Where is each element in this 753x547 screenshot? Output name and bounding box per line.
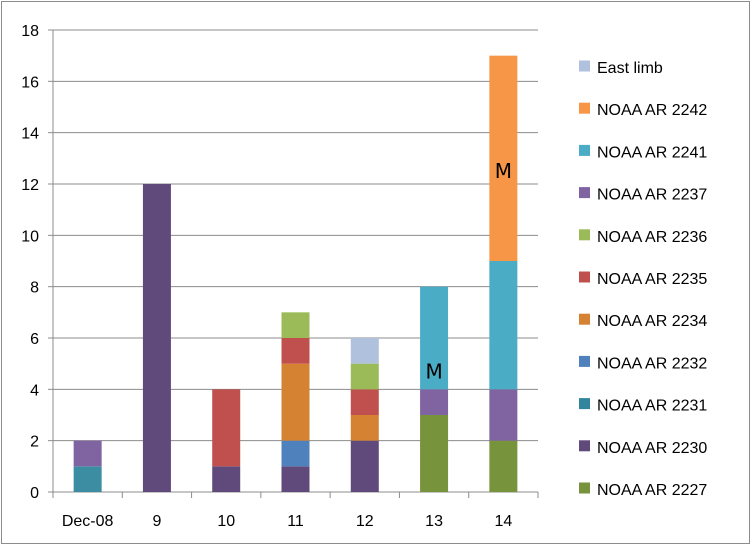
- legend-label: NOAA AR 2236: [597, 229, 707, 246]
- y-tick-label: 10: [21, 228, 39, 245]
- y-tick-label: 6: [30, 331, 39, 348]
- x-tick-label: 10: [217, 513, 235, 530]
- gridlines: [53, 29, 538, 493]
- x-axis: Dec-08 9 10 11 12 13 14: [52, 492, 539, 530]
- bar-segment: [281, 363, 310, 441]
- legend-swatch: [579, 144, 590, 156]
- legend-swatch: [579, 60, 590, 72]
- bar-segment: [420, 389, 449, 415]
- y-tick-label: 14: [21, 126, 39, 143]
- bar-segment: [420, 286, 449, 390]
- bar-segment: [73, 466, 102, 492]
- y-tick-label: 16: [21, 74, 39, 91]
- bar-segment: [489, 389, 518, 441]
- bar-segment: [212, 389, 241, 467]
- x-tick-label: 9: [152, 513, 161, 530]
- bar-segment: [489, 55, 518, 261]
- legend-label: NOAA AR 2230: [597, 440, 707, 457]
- legend-label: NOAA AR 2242: [597, 102, 707, 119]
- y-tick-label: 4: [30, 382, 39, 399]
- legend-swatch: [579, 482, 590, 494]
- y-tick-label: 18: [21, 23, 39, 40]
- flare-annotation: M: [425, 359, 442, 383]
- bar-segment: [350, 440, 379, 492]
- bar-segment: [212, 466, 241, 492]
- bar-segment: [73, 440, 102, 467]
- legend-label: NOAA AR 2235: [597, 271, 707, 288]
- x-tick-label: 13: [425, 513, 443, 530]
- x-tick-label: Dec-08: [62, 513, 114, 530]
- legend: East limb NOAA AR 2242 NOAA AR 2241 NOAA AR…: [579, 60, 707, 499]
- bar-segment: [281, 338, 310, 364]
- x-tick-label: 12: [356, 513, 374, 530]
- legend-swatch: [579, 102, 590, 114]
- y-tick-label: 12: [21, 177, 39, 194]
- bar-segment: [350, 338, 379, 364]
- legend-swatch: [579, 440, 590, 452]
- y-tick-label: 2: [30, 434, 39, 451]
- bar-segment: [350, 363, 379, 390]
- y-tick-label: 8: [30, 280, 39, 297]
- bar-segment: [281, 440, 310, 467]
- legend-swatch: [579, 187, 590, 199]
- y-tick-label: 0: [30, 485, 39, 502]
- legend-label: NOAA AR 2232: [597, 355, 707, 372]
- bar-segment: [281, 312, 310, 338]
- legend-label: NOAA AR 2234: [597, 313, 707, 330]
- bar-segment: [142, 184, 171, 492]
- bar-segment: [350, 389, 379, 415]
- bar-segment: [489, 440, 518, 492]
- y-axis: 0 2 4 6 8 10 12 14 16 18: [21, 23, 54, 502]
- flare-annotation: M: [495, 159, 512, 183]
- legend-label: NOAA AR 2237: [597, 187, 707, 204]
- legend-label: NOAA AR 2227: [597, 482, 707, 499]
- bar-segment: [281, 466, 310, 492]
- bar-segment: [420, 415, 449, 492]
- annotations: MM: [425, 159, 512, 383]
- legend-swatch: [579, 313, 590, 325]
- legend-swatch: [579, 398, 590, 410]
- x-tick-label: 11: [287, 513, 304, 530]
- legend-swatch: [579, 271, 590, 283]
- legend-label: East limb: [597, 60, 663, 77]
- bar-segment: [489, 261, 518, 390]
- legend-label: NOAA AR 2241: [597, 144, 707, 161]
- x-tick-label: 14: [494, 513, 512, 530]
- bar-segment: [350, 415, 379, 441]
- legend-label: NOAA AR 2231: [597, 398, 707, 415]
- legend-swatch: [579, 355, 590, 367]
- bars: [73, 55, 518, 492]
- legend-swatch: [579, 229, 590, 241]
